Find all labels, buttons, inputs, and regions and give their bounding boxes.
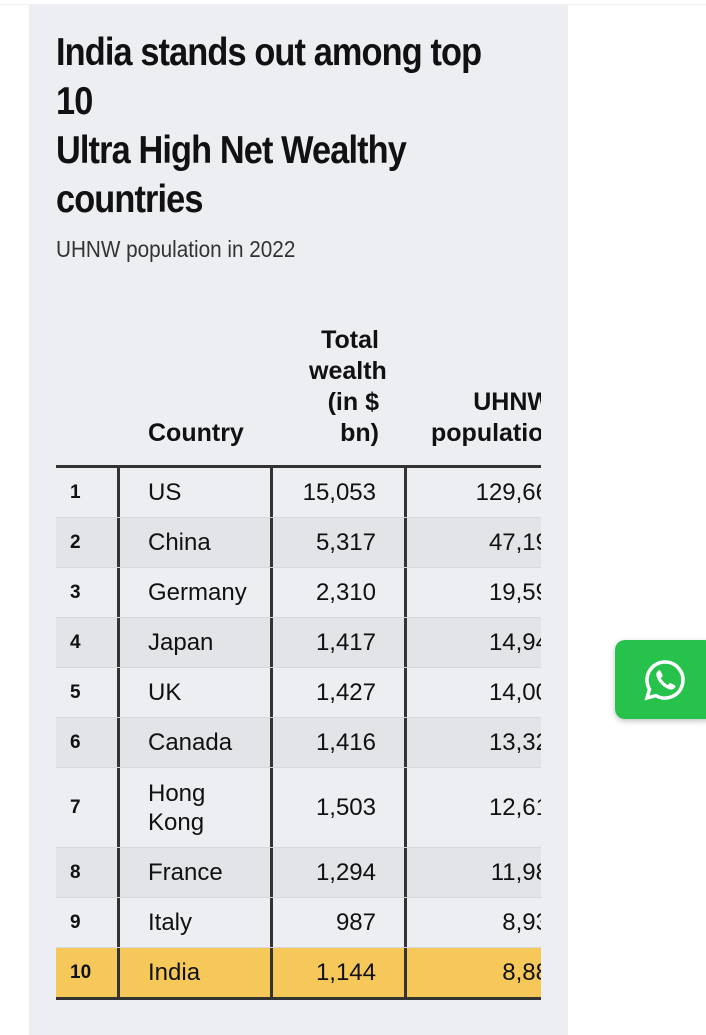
header-country: Country [148,419,244,447]
table-row: 10 India 1,144 8,88 [56,948,541,1000]
wealth-cell: 15,053 [273,468,407,517]
wealth-cell: 1,417 [273,618,407,667]
country-cell: Canada [120,718,273,767]
country-cell: Italy [120,898,273,947]
whatsapp-share-button[interactable] [615,640,706,719]
rank-cell: 10 [56,948,120,997]
table-header: Country Total wealth (in $ bn) UHNW popu… [56,318,541,468]
country-cell: UK [120,668,273,717]
population-cell: 129,66 [475,478,541,506]
table-row: 9 Italy 987 8,93 [56,898,541,948]
table-row: 1 US 15,053 129,66 [56,468,541,518]
table-row: 6 Canada 1,416 13,32 [56,718,541,768]
country-cell: Japan [120,618,273,667]
table-row: 4 Japan 1,417 14,94 [56,618,541,668]
header-wealth: Total wealth (in $ bn) [309,326,387,447]
rank-cell: 4 [56,618,120,667]
rank-cell: 6 [56,718,120,767]
population-cell: 14,94 [488,628,541,656]
population-cell: 14,00 [488,678,541,706]
table-row: 8 France 1,294 11,98 [56,848,541,898]
population-cell: 47,19 [488,528,541,556]
population-cell: 8,93 [502,908,541,936]
rank-cell: 9 [56,898,120,947]
population-cell: 13,32 [488,728,541,756]
rank-cell: 3 [56,568,120,617]
wealth-cell: 987 [273,898,407,947]
table-row: 5 UK 1,427 14,00 [56,668,541,718]
country-cell: China [120,518,273,567]
table-row: 2 China 5,317 47,19 [56,518,541,568]
wealth-cell: 2,310 [273,568,407,617]
header-rank [56,318,120,465]
chart-subtitle: UHNW population in 2022 [56,236,296,262]
rank-cell: 2 [56,518,120,567]
country-cell: India [120,948,273,997]
chart-title: India stands out among top 10 Ultra High… [56,31,482,221]
table-row: 7 Hong Kong 1,503 12,61 [56,768,541,848]
population-cell: 11,98 [490,858,541,886]
whatsapp-icon [644,660,685,701]
rank-cell: 1 [56,468,120,517]
top-divider [0,4,706,5]
country-cell: Hong Kong [120,768,273,847]
table-row: 3 Germany 2,310 19,59 [56,568,541,618]
wealth-cell: 1,427 [273,668,407,717]
population-cell: 8,88 [502,958,541,986]
rank-cell: 5 [56,668,120,717]
country-cell: Germany [120,568,273,617]
rank-cell: 7 [56,768,120,847]
population-cell: 19,59 [488,578,541,606]
wealth-cell: 1,294 [273,848,407,897]
population-cell: 12,61 [488,793,541,821]
country-cell: US [120,468,273,517]
wealth-cell: 1,416 [273,718,407,767]
wealth-cell: 1,503 [273,768,407,847]
wealth-cell: 5,317 [273,518,407,567]
rank-cell: 8 [56,848,120,897]
header-population: UHNW population [431,388,541,447]
country-cell: France [120,848,273,897]
wealth-cell: 1,144 [273,948,407,997]
wealth-table: Country Total wealth (in $ bn) UHNW popu… [56,318,541,1000]
